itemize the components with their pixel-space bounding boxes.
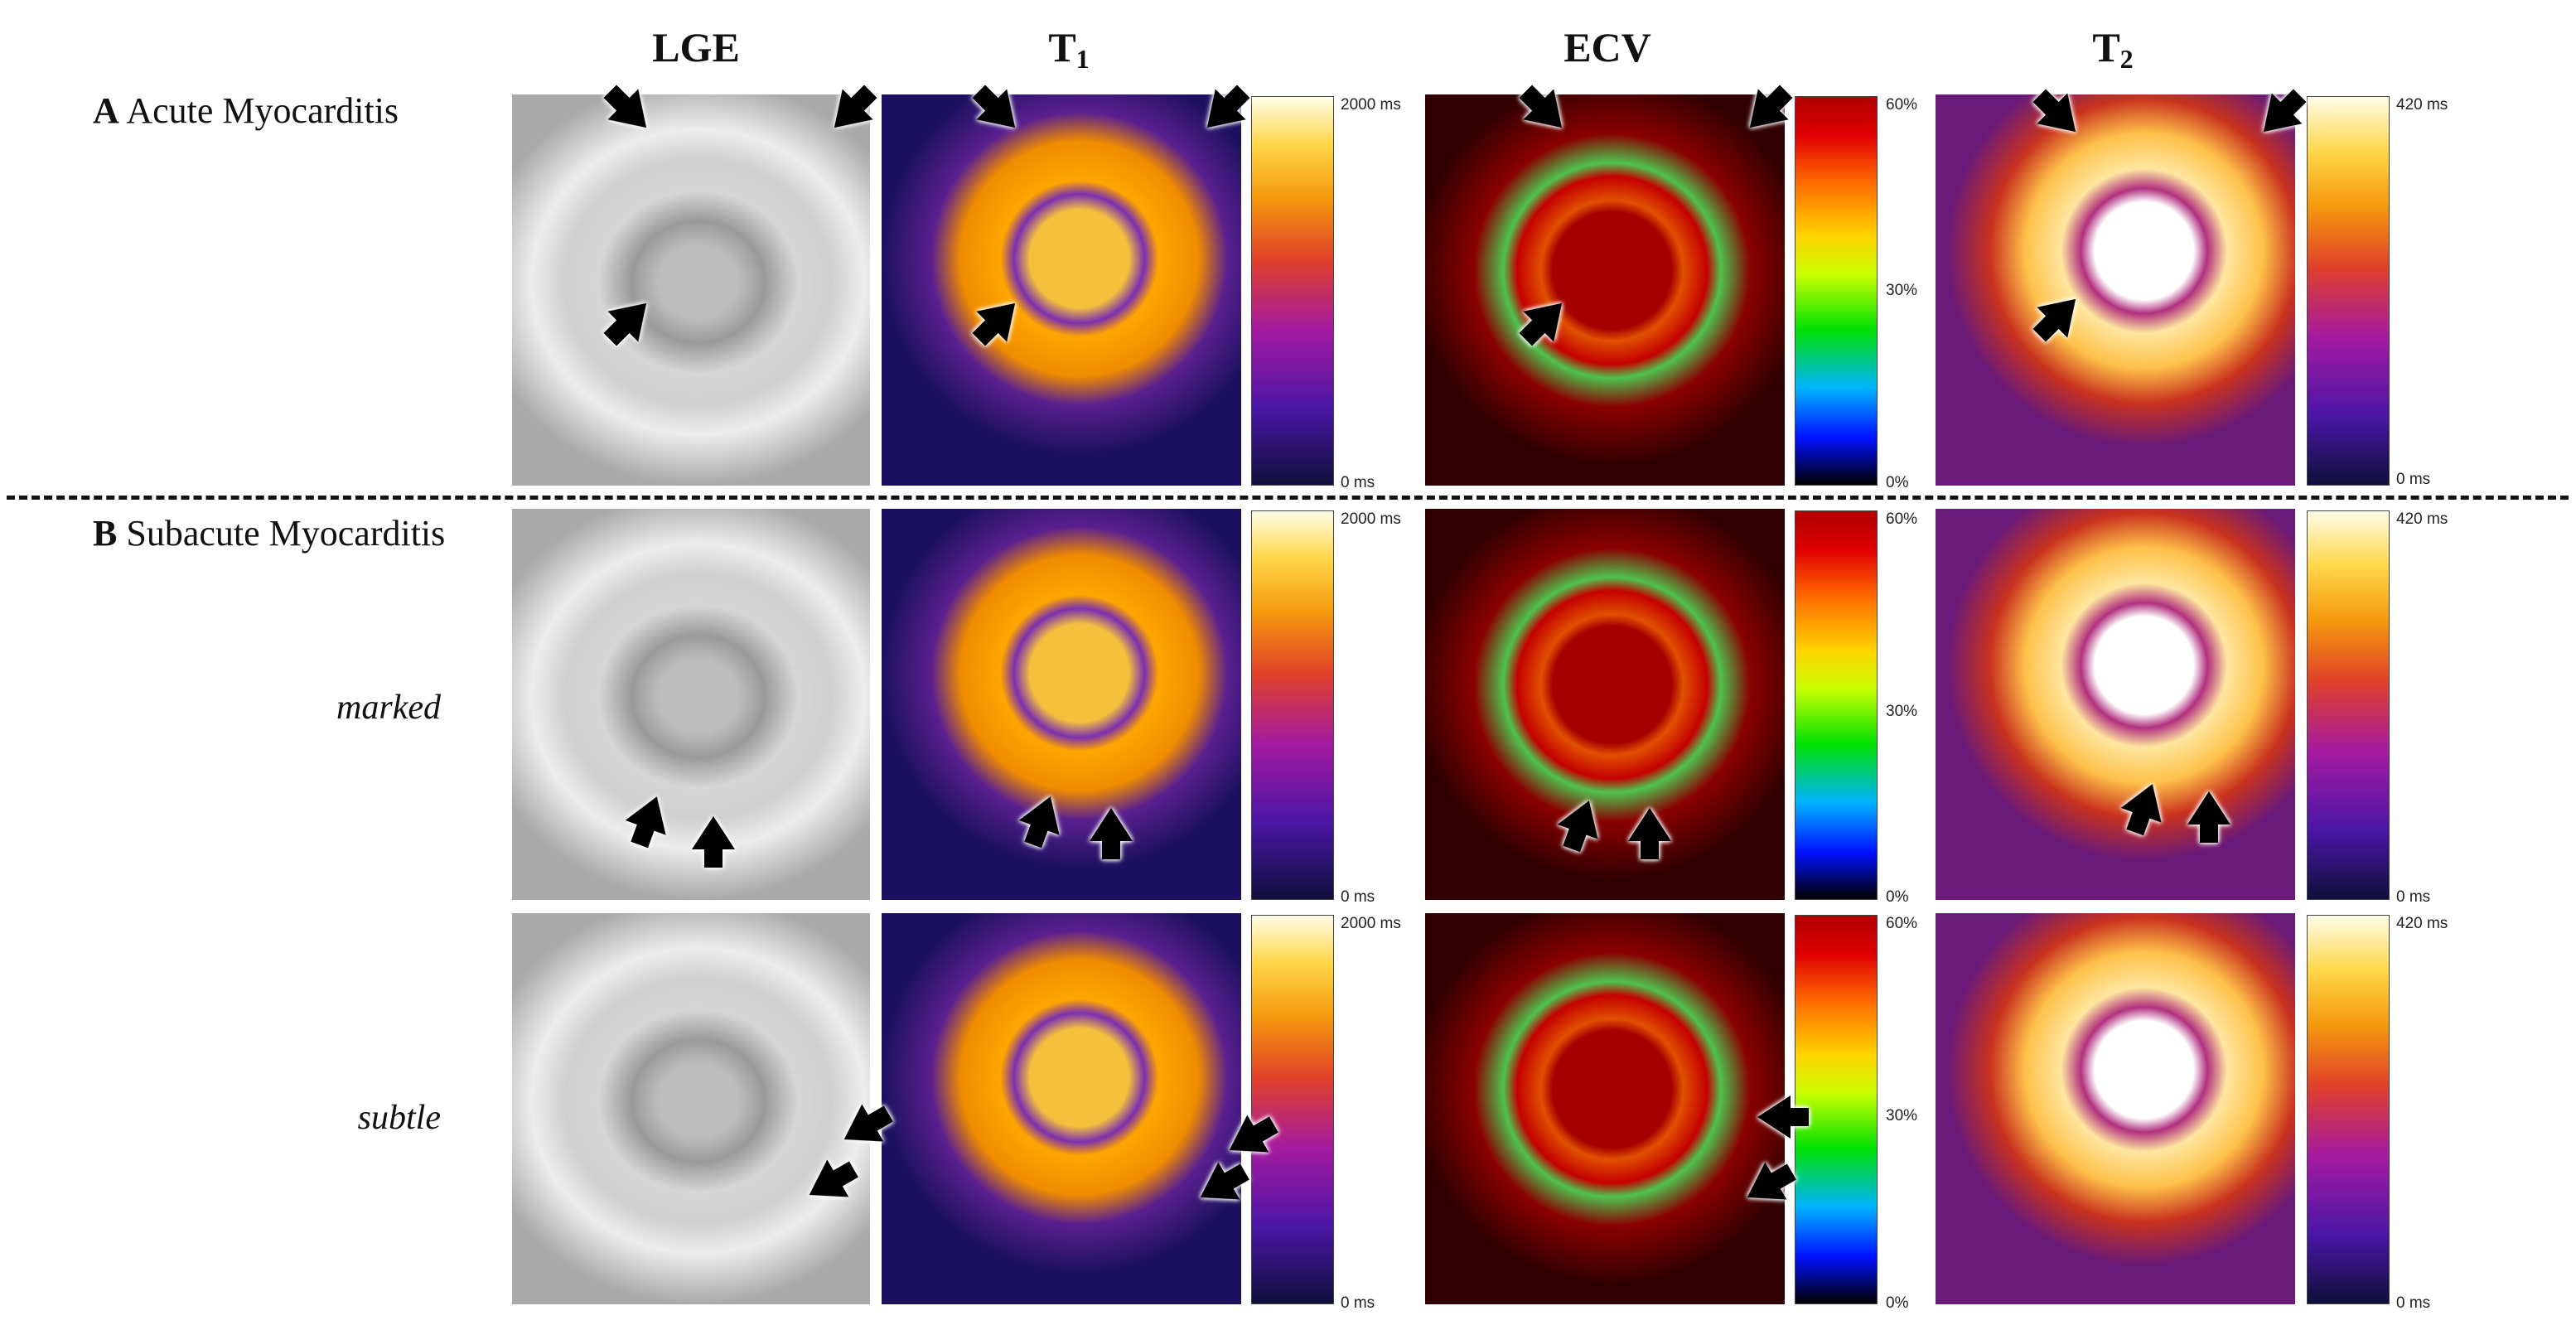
colorbar-ecv-mid-label: 30% <box>1886 1107 1918 1124</box>
image-ecv-marked <box>1425 509 1785 900</box>
image-t1-acute <box>882 94 1241 486</box>
row-label-subtle: subtle <box>357 1099 441 1137</box>
colorbar-ecv-mid-label: 30% <box>1886 282 1918 299</box>
colorbar-t2-max-label: 420 ms <box>2396 96 2448 114</box>
arrow-icon <box>692 816 735 868</box>
image-ecv-subtle <box>1425 913 1785 1304</box>
row-label-subacute: B Subacute Myocarditis <box>93 513 446 554</box>
colorbar-ecv-min-label: 0% <box>1886 888 1909 906</box>
colorbar-t2-max-label: 420 ms <box>2396 915 2448 932</box>
column-header-t1: T1 <box>1048 24 1090 74</box>
colorbar-ecv-min-label: 0% <box>1886 474 1909 491</box>
colorbar-t1-max-label: 2000 ms <box>1341 96 1401 114</box>
section-divider <box>7 496 2569 500</box>
colorbar-t1-max-label: 2000 ms <box>1341 510 1401 528</box>
colorbar-ecv-mid-label: 30% <box>1886 703 1918 720</box>
colorbar-t1-subtle <box>1251 915 1334 1304</box>
colorbar-t1-max-label: 2000 ms <box>1341 915 1401 932</box>
colorbar-t1-min-label: 0 ms <box>1341 1294 1375 1312</box>
colorbar-ecv-max-label: 60% <box>1886 915 1918 932</box>
arrow-icon <box>1090 808 1133 859</box>
image-t2-marked <box>1936 509 2295 900</box>
image-lge-subtle <box>512 913 870 1304</box>
image-t2-acute <box>1936 94 2295 486</box>
column-header-ecv: ECV <box>1563 24 1651 70</box>
colorbar-ecv-max-label: 60% <box>1886 96 1918 114</box>
colorbar-t2-subtle <box>2307 915 2390 1304</box>
image-t2-subtle <box>1936 913 2295 1304</box>
row-label-marked: marked <box>336 689 441 727</box>
colorbar-t2-min-label: 0 ms <box>2396 471 2431 488</box>
colorbar-t1-marked <box>1251 510 1334 900</box>
colorbar-t2-acute <box>2307 96 2390 486</box>
colorbar-t2-marked <box>2307 510 2390 900</box>
image-lge-marked <box>512 509 870 900</box>
column-header-lge: LGE <box>652 24 740 70</box>
image-lge-acute <box>512 94 870 486</box>
colorbar-ecv-max-label: 60% <box>1886 510 1918 528</box>
row-label-acute: A Acute Myocarditis <box>93 90 399 131</box>
colorbar-t2-min-label: 0 ms <box>2396 1294 2431 1312</box>
colorbar-t1-min-label: 0 ms <box>1341 888 1375 906</box>
colorbar-t2-min-label: 0 ms <box>2396 888 2431 906</box>
colorbar-ecv-marked <box>1795 510 1878 900</box>
colorbar-t2-max-label: 420 ms <box>2396 510 2448 528</box>
image-t1-subtle <box>882 913 1241 1304</box>
colorbar-t1-min-label: 0 ms <box>1341 474 1375 491</box>
arrow-icon <box>1757 1095 1791 1139</box>
image-t1-marked <box>882 509 1241 900</box>
column-header-t2: T2 <box>2092 24 2134 74</box>
colorbar-ecv-min-label: 0% <box>1886 1294 1909 1312</box>
arrow-icon <box>1628 808 1671 859</box>
arrow-icon <box>2187 791 2230 843</box>
colorbar-ecv-acute <box>1795 96 1878 486</box>
colorbar-t1-acute <box>1251 96 1334 486</box>
image-ecv-acute <box>1425 94 1785 486</box>
